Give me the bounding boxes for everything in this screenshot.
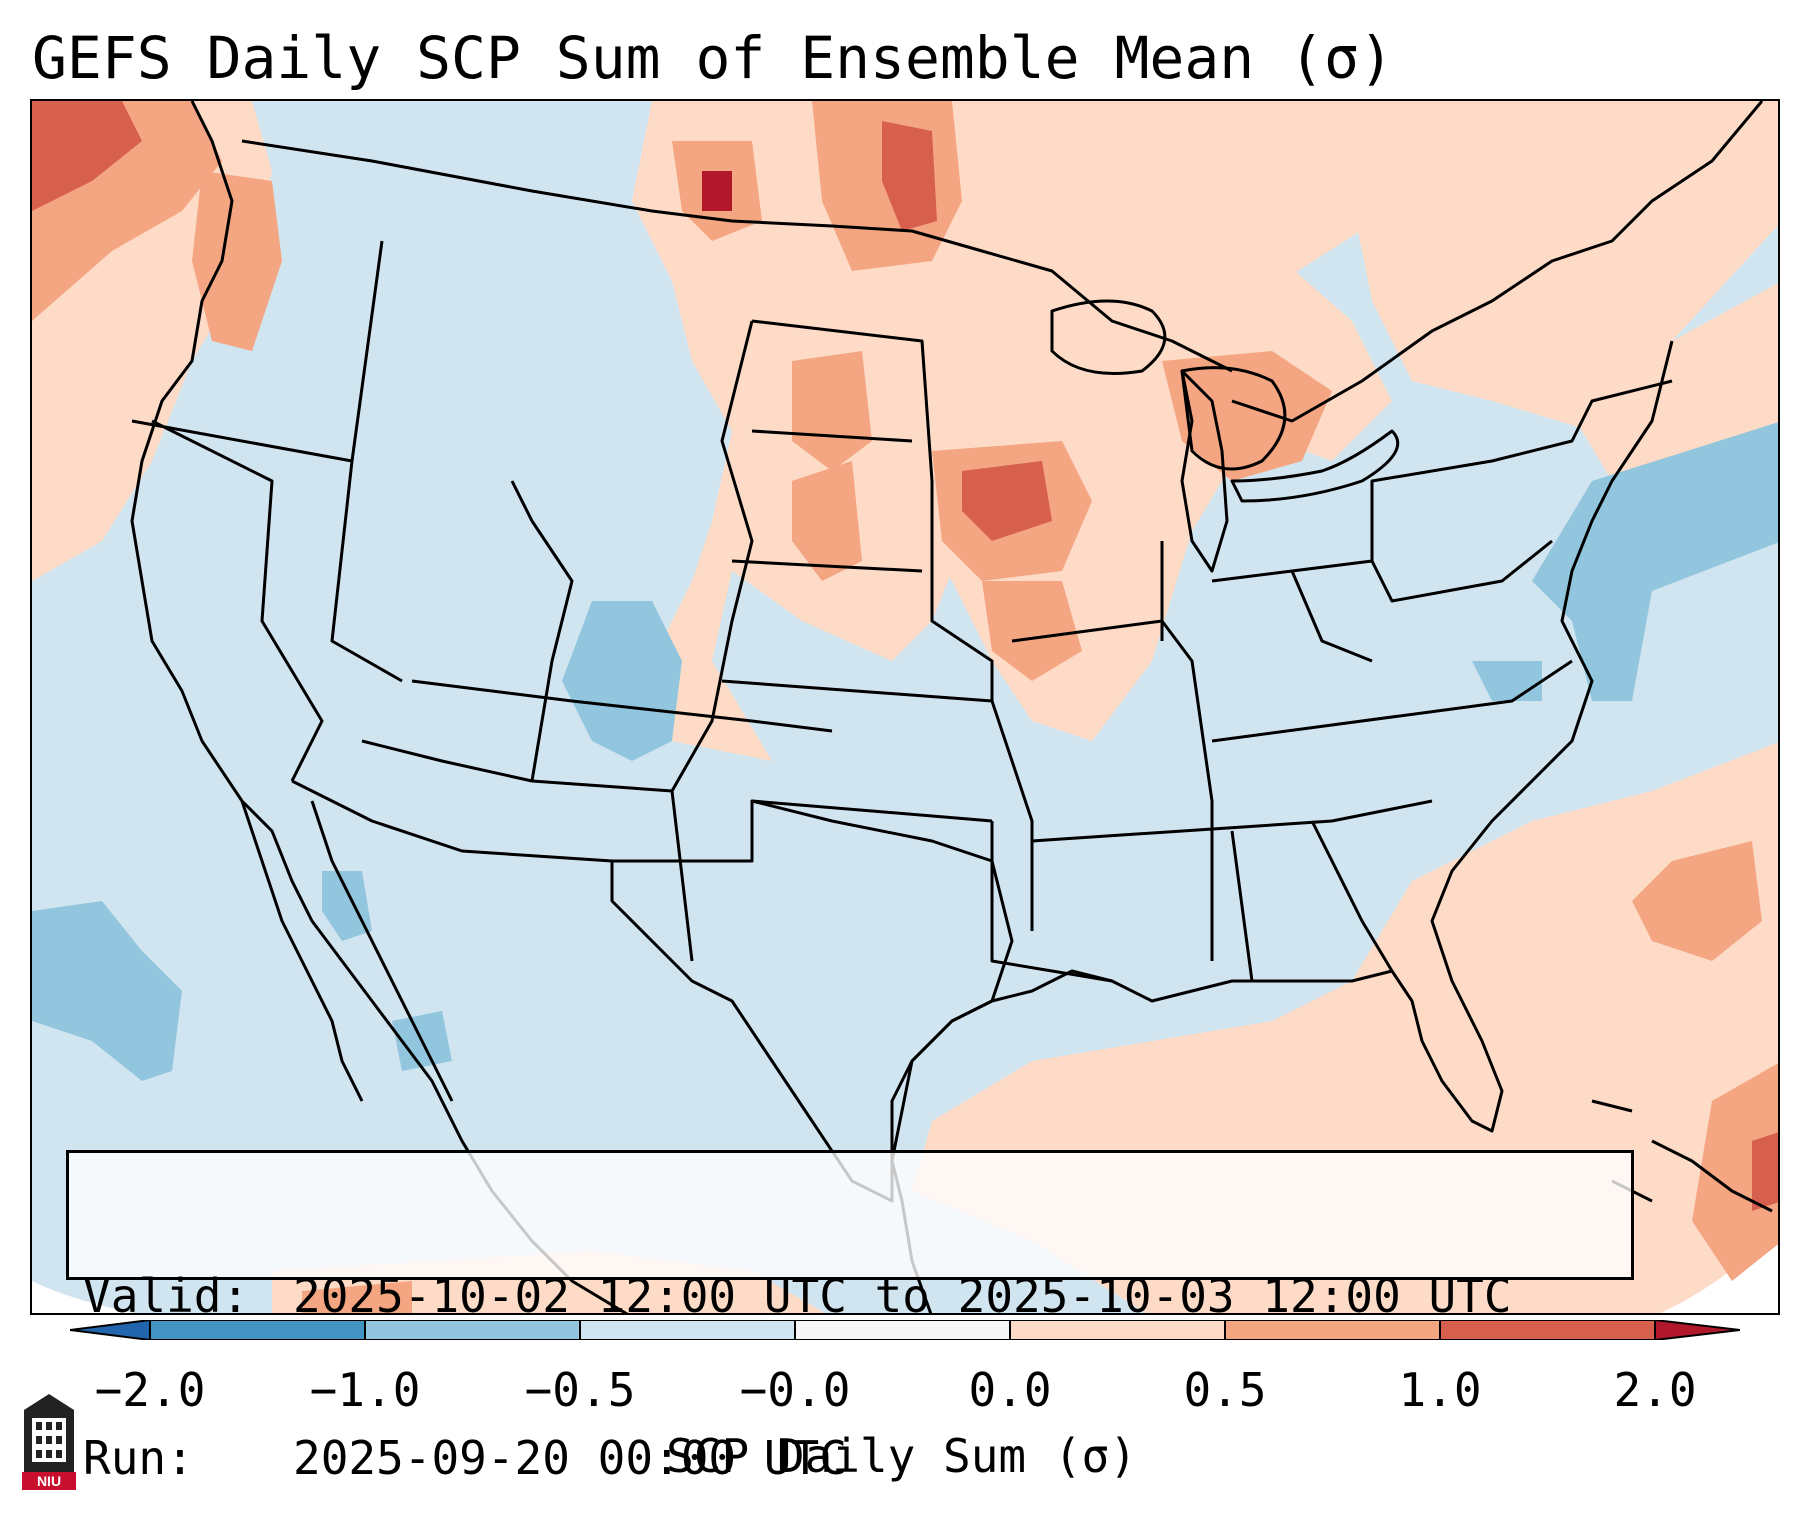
colorbar-tick-label: −2.0	[94, 1363, 206, 1417]
anomaly-caribbean	[1692, 1063, 1778, 1281]
lake-michigan	[1180, 369, 1229, 573]
colorbar-segment-neg-1-to-neg-05	[365, 1320, 580, 1340]
anomaly-mexico-south-core	[302, 1281, 412, 1313]
valid-value: 2025-10-02 12:00 UTC to 2025-10-03 12:00…	[293, 1269, 1512, 1323]
baja-peninsula	[240, 800, 364, 1102]
colorbar-tick-label: 1.0	[1398, 1363, 1482, 1417]
anomaly-canada-east	[1332, 101, 1778, 431]
colorbar-tick-label: −1.0	[309, 1363, 421, 1417]
great-lakes	[1050, 299, 1400, 503]
colorbar-tick-label: 2.0	[1613, 1363, 1697, 1417]
anomaly-colorado	[562, 601, 682, 761]
run-value: 2025-09-20 00:00 UTC	[293, 1431, 847, 1485]
anomaly-washington-coast	[192, 171, 282, 351]
colorbar-title: SCP Daily Sum (σ)	[666, 1429, 1137, 1483]
niu-logo: NIU	[22, 1394, 76, 1490]
coastline-atlantic	[1390, 340, 1674, 1133]
state-lines-central	[721, 319, 1573, 983]
coastline-west	[130, 101, 629, 1313]
anomaly-caribbean-peak	[1752, 1132, 1778, 1211]
colorbar-under-triangle	[70, 1320, 150, 1340]
colorbar-dividers	[149, 1320, 1656, 1340]
texas-outline	[610, 799, 1014, 1203]
anomaly-michigan-core	[1162, 351, 1332, 481]
map-panel	[30, 99, 1780, 1315]
run-row: Run: 2025-09-20 00:00 UTC	[83, 1431, 1631, 1485]
anomaly-missouri	[982, 581, 1082, 681]
colorbar-tick-label: −0.0	[739, 1363, 851, 1417]
anomaly-atlantic-core	[1632, 841, 1762, 961]
anomaly-pacific-northwest-peak	[32, 101, 142, 211]
run-label: Run:	[83, 1431, 194, 1485]
anomaly-atlantic-offshore	[1532, 422, 1778, 701]
colorbar-over-triangle	[1655, 1320, 1740, 1340]
boundaries	[130, 101, 1773, 1313]
anomaly-iowa-peak	[962, 461, 1052, 541]
colorbar	[70, 1320, 1740, 1340]
coastline-east	[1231, 101, 1764, 423]
colorbar-segment-0-to-05	[1010, 1320, 1225, 1340]
us-canada-border	[241, 139, 1233, 373]
valid-time-box: Valid: 2025-10-02 12:00 UTC to 2025-10-03…	[66, 1150, 1634, 1485]
anomaly-south-dakota	[792, 351, 872, 471]
state-lines-east	[1160, 379, 1673, 982]
valid-row: Valid: 2025-10-02 12:00 UTC to 2025-10-03…	[83, 1269, 1631, 1323]
state-lines-west	[131, 240, 833, 962]
colorbar-segment-05-to-1	[1225, 1320, 1440, 1340]
anomaly-pacific-offshore	[32, 901, 182, 1081]
colorbar-segment-neg-2-to-neg-1	[150, 1320, 365, 1340]
colorbar-tick-label: −0.5	[524, 1363, 636, 1417]
colorbar-segment-neg-05-to-0	[580, 1320, 795, 1340]
valid-label: Valid:	[83, 1269, 250, 1323]
colorbar-tick-label: 0.5	[1183, 1363, 1267, 1417]
gulf-of-california-coast	[310, 800, 454, 1102]
colorbar-segment-1-to-2	[1440, 1320, 1655, 1340]
anomaly-montana-peak	[702, 171, 732, 211]
mexico-border	[291, 779, 613, 863]
map-canvas	[32, 101, 1778, 1313]
colorbar-tick-label: 0.0	[968, 1363, 1052, 1417]
anomaly-nebraska	[792, 461, 862, 581]
anomaly-baja	[322, 871, 372, 941]
map-title: GEFS Daily SCP Sum of Ensemble Mean (σ)	[32, 24, 1394, 92]
logo-text: NIU	[37, 1473, 61, 1489]
colorbar-segment-zero	[795, 1320, 1010, 1340]
anomaly-dakotas-peak	[882, 121, 937, 231]
